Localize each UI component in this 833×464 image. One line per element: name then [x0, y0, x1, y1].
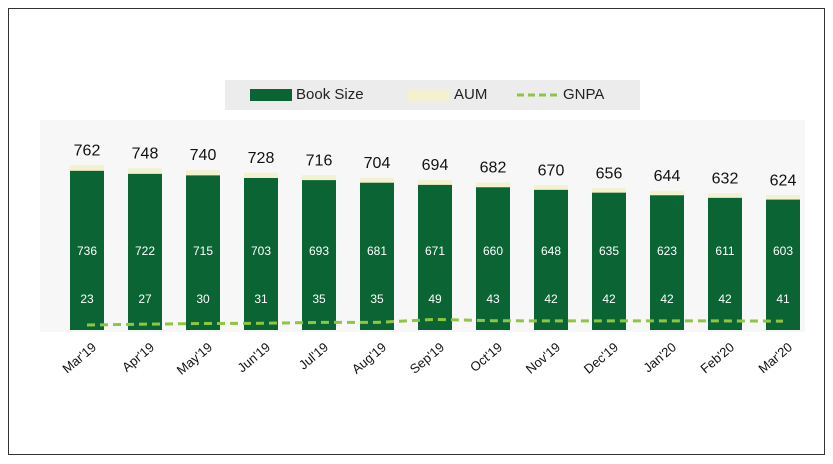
legend-swatch [408, 89, 450, 101]
book-size-bar [592, 192, 626, 330]
book-size-label: 635 [599, 244, 619, 258]
gnpa-label: 31 [254, 292, 268, 306]
book-size-label: 703 [251, 244, 271, 258]
legend-label: AUM [454, 86, 487, 103]
book-size-label: 736 [77, 244, 97, 258]
gnpa-label: 30 [196, 292, 210, 306]
aum-label: 748 [132, 145, 159, 162]
book-size-bar [128, 173, 162, 330]
book-size-label: 611 [715, 244, 734, 258]
gnpa-label: 35 [370, 292, 384, 306]
legend-swatch [250, 89, 292, 101]
book-size-bar [302, 180, 336, 330]
gnpa-label: 42 [718, 292, 732, 306]
gnpa-label: 42 [602, 292, 616, 306]
book-size-bar [186, 175, 220, 330]
legend-label: Book Size [296, 86, 364, 103]
book-size-bar [70, 170, 104, 330]
book-size-bar [708, 197, 742, 330]
gnpa-label: 35 [312, 292, 326, 306]
book-size-label: 722 [135, 244, 155, 258]
aum-label: 624 [770, 172, 797, 189]
book-size-label: 623 [657, 244, 677, 258]
aum-label: 716 [306, 152, 333, 169]
book-size-bar [476, 187, 510, 330]
aum-label: 670 [538, 162, 565, 179]
aum-label: 656 [596, 165, 623, 182]
gnpa-label: 27 [138, 292, 152, 306]
book-size-label: 648 [541, 244, 561, 258]
book-size-label: 603 [773, 244, 793, 258]
aum-label: 728 [248, 150, 275, 167]
gnpa-label: 43 [486, 292, 500, 306]
gnpa-label: 42 [660, 292, 674, 306]
aum-label: 644 [654, 168, 681, 185]
aum-label: 704 [364, 155, 391, 172]
gnpa-label: 49 [428, 292, 442, 306]
aum-label: 694 [422, 157, 449, 174]
book-size-bar [534, 189, 568, 330]
gnpa-label: 41 [776, 292, 790, 306]
book-size-bar [418, 184, 452, 330]
gnpa-label: 42 [544, 292, 558, 306]
aum-label: 740 [190, 147, 217, 164]
book-size-bar [360, 182, 394, 330]
gnpa-label: 23 [80, 292, 94, 306]
book-size-label: 660 [483, 244, 503, 258]
legend-label: GNPA [563, 86, 604, 103]
aum-label: 632 [712, 171, 739, 188]
book-size-label: 715 [193, 244, 213, 258]
book-size-label: 671 [425, 244, 445, 258]
book-size-bar [244, 177, 278, 330]
aum-label: 762 [74, 142, 101, 159]
book-size-bar [766, 199, 800, 330]
aum-label: 682 [480, 160, 507, 177]
book-size-bar [650, 195, 684, 330]
book-size-label: 693 [309, 244, 329, 258]
book-size-label: 681 [367, 244, 387, 258]
